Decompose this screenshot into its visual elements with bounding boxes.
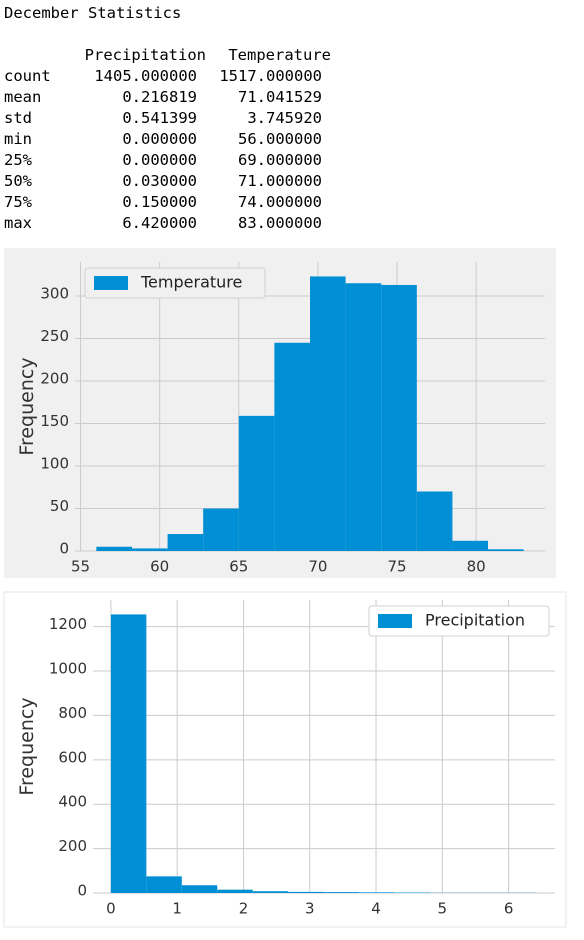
row-label: 25% — [4, 151, 33, 169]
column-header: Temperature — [228, 46, 331, 64]
histogram-bar — [452, 540, 489, 551]
histogram-bar — [310, 276, 346, 551]
cell: 0.000000 — [122, 151, 197, 169]
histogram-bar — [488, 549, 524, 551]
y-axis-label: Frequency — [16, 357, 38, 455]
histogram-bar — [345, 283, 382, 551]
x-tick-label: 60 — [150, 558, 169, 576]
histogram-bar — [323, 892, 360, 893]
cell: 0.030000 — [122, 172, 197, 190]
cell: 83.000000 — [238, 214, 322, 232]
y-tick-label: 200 — [40, 370, 69, 388]
legend-label: Precipitation — [425, 611, 525, 630]
x-tick-label: 5 — [438, 900, 448, 918]
histogram-bar — [146, 876, 182, 893]
cell: 0.541399 — [122, 109, 197, 127]
cell: 1405.000000 — [94, 67, 197, 85]
cell: 69.000000 — [238, 151, 322, 169]
histogram-bar — [381, 284, 417, 551]
x-tick-label: 4 — [371, 900, 381, 918]
y-tick-label: 1000 — [49, 660, 87, 678]
x-tick-label: 55 — [71, 558, 90, 576]
histogram-bar — [131, 548, 168, 551]
histogram-bar — [181, 885, 218, 893]
row-label: std — [4, 109, 32, 127]
row-label: count — [4, 67, 51, 85]
y-tick-label: 150 — [40, 412, 69, 430]
legend-box — [368, 605, 550, 637]
x-tick-label: 2 — [239, 900, 249, 918]
x-tick-label: 80 — [467, 558, 486, 576]
histogram-bar — [416, 491, 453, 551]
x-tick-label: 3 — [305, 900, 315, 918]
cell: 0.150000 — [122, 193, 197, 211]
histogram-bar — [203, 508, 239, 551]
cell: 1517.000000 — [219, 67, 322, 85]
row-label: 50% — [4, 172, 33, 190]
histogram-bar — [96, 546, 132, 551]
legend-swatch — [378, 614, 412, 628]
y-tick-label: 250 — [40, 327, 69, 345]
x-tick-label: 65 — [229, 558, 248, 576]
histogram-bar — [252, 891, 289, 893]
y-tick-label: 0 — [59, 540, 69, 558]
output-title: December Statistics — [4, 4, 181, 22]
histogram-bar — [288, 891, 324, 893]
x-tick-label: 0 — [106, 900, 116, 918]
y-tick-label: 100 — [40, 455, 69, 473]
cell: 0.000000 — [122, 130, 197, 148]
y-tick-label: 50 — [50, 497, 69, 515]
histogram-bar — [238, 415, 275, 551]
cell: 0.216819 — [122, 88, 197, 106]
histogram-bar — [110, 614, 147, 893]
row-label: max — [4, 214, 32, 232]
y-tick-label: 0 — [77, 882, 87, 900]
cell: 3.745920 — [247, 109, 322, 127]
row-label: min — [4, 130, 32, 148]
y-tick-label: 200 — [58, 837, 87, 855]
histogram-bar — [359, 892, 395, 893]
row-label: mean — [4, 88, 41, 106]
cell: 71.041529 — [238, 88, 322, 106]
x-tick-label: 1 — [172, 900, 182, 918]
x-tick-label: 70 — [308, 558, 327, 576]
x-tick-label: 6 — [504, 900, 514, 918]
legend: Precipitation — [368, 605, 550, 637]
legend-box — [84, 267, 266, 299]
y-axis-label: Frequency — [16, 697, 38, 795]
y-tick-label: 1200 — [49, 615, 87, 633]
legend: Temperature — [84, 267, 266, 299]
x-tick-label: 75 — [387, 558, 406, 576]
legend-label: Temperature — [140, 273, 242, 292]
y-tick-label: 400 — [58, 793, 87, 811]
y-tick-label: 300 — [40, 285, 69, 303]
histogram-bar — [217, 889, 253, 893]
histogram-bar — [167, 534, 204, 551]
column-header: Precipitation — [85, 46, 206, 64]
cell: 56.000000 — [238, 130, 322, 148]
cell: 71.000000 — [238, 172, 322, 190]
row-label: 75% — [4, 193, 33, 211]
y-tick-label: 600 — [58, 748, 87, 766]
histogram-bar — [274, 342, 310, 551]
legend-swatch — [94, 276, 128, 290]
cell: 74.000000 — [238, 193, 322, 211]
y-tick-label: 800 — [58, 704, 87, 722]
cell: 6.420000 — [122, 214, 197, 232]
